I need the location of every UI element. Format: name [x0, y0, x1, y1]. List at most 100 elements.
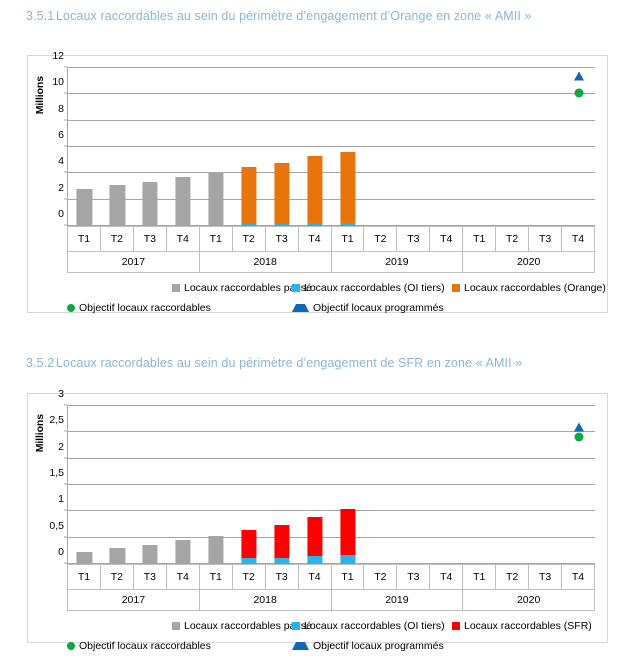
objectif-programmes-marker[interactable]: [573, 71, 584, 81]
legend-item[interactable]: Objectif locaux raccordables: [67, 640, 211, 652]
bar-segment[interactable]: [307, 555, 323, 564]
legend-item[interactable]: Locaux raccordables (OI tiers): [292, 620, 445, 632]
bar-segment[interactable]: [175, 176, 191, 226]
bar-slot[interactable]: [68, 68, 101, 226]
bar-segment[interactable]: [307, 223, 323, 226]
bar-slot[interactable]: [463, 406, 496, 564]
gridline: [68, 405, 595, 406]
stacked-bar[interactable]: [340, 151, 356, 226]
bar-slot[interactable]: [299, 406, 332, 564]
bar-slot[interactable]: [299, 68, 332, 226]
bar-segment[interactable]: [274, 557, 290, 564]
bar-segment[interactable]: [274, 525, 290, 558]
x-axis-quarter-label: T4: [299, 565, 332, 589]
objectif-programmes-marker[interactable]: [573, 422, 584, 432]
stacked-bar[interactable]: [175, 539, 191, 564]
legend-item[interactable]: Locaux raccordables (Orange): [452, 282, 606, 294]
x-axis-quarter-label: T2: [101, 227, 134, 251]
bar-slot[interactable]: [529, 406, 562, 564]
bar-segment[interactable]: [340, 508, 356, 555]
bar-slot[interactable]: [496, 68, 529, 226]
y-axis-unit-label: Millions: [34, 76, 46, 115]
bar-segment[interactable]: [208, 172, 224, 226]
bar-slot[interactable]: [167, 406, 200, 564]
bar-segment[interactable]: [340, 223, 356, 226]
bar-segment[interactable]: [307, 516, 323, 556]
bar-slot[interactable]: [332, 68, 365, 226]
stacked-bar[interactable]: [340, 508, 356, 564]
bar-segment[interactable]: [307, 156, 323, 224]
stacked-bar[interactable]: [142, 181, 158, 226]
legend-item[interactable]: Objectif locaux programmés: [292, 640, 444, 652]
bar-slot[interactable]: [430, 68, 463, 226]
stacked-bar[interactable]: [76, 189, 93, 226]
y-axis-tick-mark: [64, 198, 68, 200]
bar-slot[interactable]: [364, 406, 397, 564]
bar-slot[interactable]: [364, 68, 397, 226]
stacked-bar[interactable]: [208, 536, 224, 564]
bar-segment[interactable]: [241, 224, 257, 226]
legend-item[interactable]: Locaux raccordables passé: [172, 620, 312, 632]
objectif-raccordables-marker[interactable]: [574, 88, 584, 98]
bar-slot[interactable]: [200, 68, 233, 226]
legend-item[interactable]: Objectif locaux raccordables: [67, 302, 211, 314]
legend-item[interactable]: Locaux raccordables (OI tiers): [292, 282, 445, 294]
objectif-raccordables-marker[interactable]: [574, 432, 584, 442]
bar-segment[interactable]: [142, 544, 158, 564]
bar-segment[interactable]: [241, 166, 257, 225]
y-axis-tick-label: 2: [58, 181, 64, 194]
bar-segment[interactable]: [241, 530, 257, 559]
bar-slot[interactable]: [167, 68, 200, 226]
bar-slot[interactable]: [233, 406, 266, 564]
bar-segment[interactable]: [175, 539, 191, 564]
legend-item[interactable]: Locaux raccordables passé: [172, 282, 312, 294]
bar-slot[interactable]: [397, 68, 430, 226]
x-axis-quarter-label: T1: [68, 227, 101, 251]
stacked-bar[interactable]: [208, 172, 224, 226]
bar-segment[interactable]: [109, 185, 125, 226]
bar-segment[interactable]: [142, 181, 158, 226]
bar-slot[interactable]: [200, 406, 233, 564]
legend-item[interactable]: Objectif locaux programmés: [292, 302, 444, 314]
bar-slot[interactable]: [134, 68, 167, 226]
bar-slot[interactable]: [430, 406, 463, 564]
y-axis-tick-mark: [64, 509, 68, 511]
bar-slot[interactable]: [496, 406, 529, 564]
bar-slot[interactable]: [562, 68, 595, 226]
stacked-bar[interactable]: [175, 176, 191, 226]
bar-segment[interactable]: [109, 547, 125, 564]
legend-item[interactable]: Locaux raccordables (SFR): [452, 620, 592, 632]
bar-segment[interactable]: [274, 223, 290, 226]
bar-segment[interactable]: [340, 554, 356, 564]
stacked-bar[interactable]: [109, 185, 125, 226]
x-axis-quarter-label: T1: [332, 227, 365, 251]
bar-slot[interactable]: [266, 68, 299, 226]
bar-slot[interactable]: [101, 68, 134, 226]
bar-segment[interactable]: [241, 558, 257, 564]
bar-segment[interactable]: [76, 551, 93, 564]
bar-segment[interactable]: [340, 151, 356, 224]
stacked-bar[interactable]: [241, 530, 257, 564]
bar-segment[interactable]: [208, 536, 224, 564]
stacked-bar[interactable]: [142, 544, 158, 564]
bar-segment[interactable]: [76, 189, 93, 226]
bar-segment[interactable]: [274, 162, 290, 224]
stacked-bar[interactable]: [76, 551, 93, 564]
bar-slot[interactable]: [101, 406, 134, 564]
bar-slot[interactable]: [463, 68, 496, 226]
bar-slot[interactable]: [233, 68, 266, 226]
stacked-bar[interactable]: [241, 166, 257, 226]
stacked-bar[interactable]: [274, 162, 290, 226]
bar-slot[interactable]: [332, 406, 365, 564]
stacked-bar[interactable]: [307, 156, 323, 226]
bar-slot[interactable]: [68, 406, 101, 564]
stacked-bar[interactable]: [274, 525, 290, 564]
bar-slot[interactable]: [397, 406, 430, 564]
legend-label: Locaux raccordables (OI tiers): [304, 282, 445, 294]
stacked-bar[interactable]: [307, 516, 323, 564]
stacked-bar[interactable]: [109, 547, 125, 564]
bar-slot[interactable]: [562, 406, 595, 564]
bar-slot[interactable]: [529, 68, 562, 226]
bar-slot[interactable]: [266, 406, 299, 564]
bar-slot[interactable]: [134, 406, 167, 564]
